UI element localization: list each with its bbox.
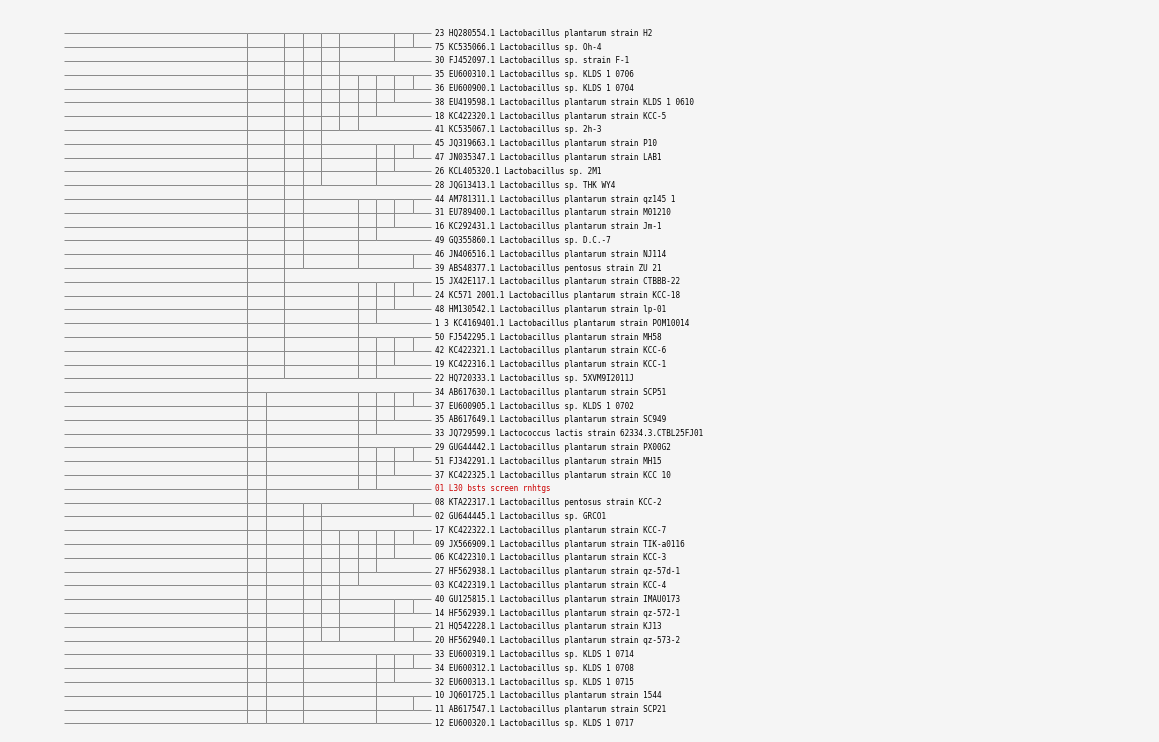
Text: 27 HF562938.1 Lactobacillus plantarum strain qz-57d-1: 27 HF562938.1 Lactobacillus plantarum st… — [435, 567, 679, 576]
Text: 08 KTA22317.1 Lactobacillus pentosus strain KCC-2: 08 KTA22317.1 Lactobacillus pentosus str… — [435, 498, 662, 507]
Text: 30 FJ452097.1 Lactobacillus sp. strain F-1: 30 FJ452097.1 Lactobacillus sp. strain F… — [435, 56, 629, 65]
Text: 32 EU600313.1 Lactobacillus sp. KLDS 1 0715: 32 EU600313.1 Lactobacillus sp. KLDS 1 0… — [435, 677, 634, 686]
Text: 48 HM130542.1 Lactobacillus plantarum strain lp-01: 48 HM130542.1 Lactobacillus plantarum st… — [435, 305, 666, 314]
Text: 36 EU600900.1 Lactobacillus sp. KLDS 1 0704: 36 EU600900.1 Lactobacillus sp. KLDS 1 0… — [435, 84, 634, 93]
Text: 51 FJ342291.1 Lactobacillus plantarum strain MH15: 51 FJ342291.1 Lactobacillus plantarum st… — [435, 457, 662, 466]
Text: 34 EU600312.1 Lactobacillus sp. KLDS 1 0708: 34 EU600312.1 Lactobacillus sp. KLDS 1 0… — [435, 664, 634, 673]
Text: 34 AB617630.1 Lactobacillus plantarum strain SCP51: 34 AB617630.1 Lactobacillus plantarum st… — [435, 388, 666, 397]
Text: 23 HQ280554.1 Lactobacillus plantarum strain H2: 23 HQ280554.1 Lactobacillus plantarum st… — [435, 29, 653, 38]
Text: 02 GU644445.1 Lactobacillus sp. GRCO1: 02 GU644445.1 Lactobacillus sp. GRCO1 — [435, 512, 606, 521]
Text: 45 JQ319663.1 Lactobacillus plantarum strain P10: 45 JQ319663.1 Lactobacillus plantarum st… — [435, 139, 657, 148]
Text: 46 JN406516.1 Lactobacillus plantarum strain NJ114: 46 JN406516.1 Lactobacillus plantarum st… — [435, 250, 666, 259]
Text: 22 HQ720333.1 Lactobacillus sp. 5XVM9I2011J: 22 HQ720333.1 Lactobacillus sp. 5XVM9I20… — [435, 374, 634, 383]
Text: 10 JQ601725.1 Lactobacillus plantarum strain 1544: 10 JQ601725.1 Lactobacillus plantarum st… — [435, 692, 662, 700]
Text: 14 HF562939.1 Lactobacillus plantarum strain qz-572-1: 14 HF562939.1 Lactobacillus plantarum st… — [435, 608, 679, 617]
Text: 40 GU125815.1 Lactobacillus plantarum strain IMAU0173: 40 GU125815.1 Lactobacillus plantarum st… — [435, 595, 679, 604]
Text: 42 KC422321.1 Lactobacillus plantarum strain KCC-6: 42 KC422321.1 Lactobacillus plantarum st… — [435, 347, 666, 355]
Text: 12 EU600320.1 Lactobacillus sp. KLDS 1 0717: 12 EU600320.1 Lactobacillus sp. KLDS 1 0… — [435, 719, 634, 728]
Text: 38 EU419598.1 Lactobacillus plantarum strain KLDS 1 0610: 38 EU419598.1 Lactobacillus plantarum st… — [435, 98, 693, 107]
Text: 39 ABS48377.1 Lactobacillus pentosus strain ZU 21: 39 ABS48377.1 Lactobacillus pentosus str… — [435, 263, 662, 272]
Text: 44 AM781311.1 Lactobacillus plantarum strain qz145 1: 44 AM781311.1 Lactobacillus plantarum st… — [435, 194, 676, 203]
Text: 19 KC422316.1 Lactobacillus plantarum strain KCC-1: 19 KC422316.1 Lactobacillus plantarum st… — [435, 360, 666, 369]
Text: 41 KC535067.1 Lactobacillus sp. 2h-3: 41 KC535067.1 Lactobacillus sp. 2h-3 — [435, 125, 602, 134]
Text: 18 KC422320.1 Lactobacillus plantarum strain KCC-5: 18 KC422320.1 Lactobacillus plantarum st… — [435, 112, 666, 121]
Text: 75 KC535066.1 Lactobacillus sp. Oh-4: 75 KC535066.1 Lactobacillus sp. Oh-4 — [435, 43, 602, 52]
Text: 37 KC422325.1 Lactobacillus plantarum strain KCC 10: 37 KC422325.1 Lactobacillus plantarum st… — [435, 470, 671, 479]
Text: 20 HF562940.1 Lactobacillus plantarum strain qz-573-2: 20 HF562940.1 Lactobacillus plantarum st… — [435, 636, 679, 645]
Text: 01 L30 bsts screen rnhtgs: 01 L30 bsts screen rnhtgs — [435, 485, 551, 493]
Text: 50 FJ542295.1 Lactobacillus plantarum strain MH58: 50 FJ542295.1 Lactobacillus plantarum st… — [435, 332, 662, 341]
Text: 35 AB617649.1 Lactobacillus plantarum strain SC949: 35 AB617649.1 Lactobacillus plantarum st… — [435, 416, 666, 424]
Text: 33 JQ729599.1 Lactococcus lactis strain 62334.3.CTBL25FJ01: 33 JQ729599.1 Lactococcus lactis strain … — [435, 429, 702, 438]
Text: 16 KC292431.1 Lactobacillus plantarum strain Jm-1: 16 KC292431.1 Lactobacillus plantarum st… — [435, 222, 662, 231]
Text: 06 KC422310.1 Lactobacillus plantarum strain KCC-3: 06 KC422310.1 Lactobacillus plantarum st… — [435, 554, 666, 562]
Text: 09 JX566909.1 Lactobacillus plantarum strain TIK-a0116: 09 JX566909.1 Lactobacillus plantarum st… — [435, 539, 684, 548]
Text: 17 KC422322.1 Lactobacillus plantarum strain KCC-7: 17 KC422322.1 Lactobacillus plantarum st… — [435, 526, 666, 535]
Text: 29 GUG44442.1 Lactobacillus plantarum strain PX00G2: 29 GUG44442.1 Lactobacillus plantarum st… — [435, 443, 671, 452]
Text: 47 JN035347.1 Lactobacillus plantarum strain LAB1: 47 JN035347.1 Lactobacillus plantarum st… — [435, 153, 662, 162]
Text: 1 3 KC4169401.1 Lactobacillus plantarum strain POM10014: 1 3 KC4169401.1 Lactobacillus plantarum … — [435, 319, 688, 328]
Text: 03 KC422319.1 Lactobacillus plantarum strain KCC-4: 03 KC422319.1 Lactobacillus plantarum st… — [435, 581, 666, 590]
Text: 21 HQ542228.1 Lactobacillus plantarum strain KJ13: 21 HQ542228.1 Lactobacillus plantarum st… — [435, 623, 662, 631]
Text: 24 KC571 2001.1 Lactobacillus plantarum strain KCC-18: 24 KC571 2001.1 Lactobacillus plantarum … — [435, 291, 679, 300]
Text: 15 JX42E117.1 Lactobacillus plantarum strain CTBBB-22: 15 JX42E117.1 Lactobacillus plantarum st… — [435, 278, 679, 286]
Text: 37 EU600905.1 Lactobacillus sp. KLDS 1 0702: 37 EU600905.1 Lactobacillus sp. KLDS 1 0… — [435, 401, 634, 410]
Text: 49 GQ355860.1 Lactobacillus sp. D.C.-7: 49 GQ355860.1 Lactobacillus sp. D.C.-7 — [435, 236, 611, 245]
Text: 31 EU789400.1 Lactobacillus plantarum strain M01210: 31 EU789400.1 Lactobacillus plantarum st… — [435, 209, 671, 217]
Text: 33 EU600319.1 Lactobacillus sp. KLDS 1 0714: 33 EU600319.1 Lactobacillus sp. KLDS 1 0… — [435, 650, 634, 659]
Text: 35 EU600310.1 Lactobacillus sp. KLDS 1 0706: 35 EU600310.1 Lactobacillus sp. KLDS 1 0… — [435, 70, 634, 79]
Text: 28 JQG13413.1 Lactobacillus sp. THK WY4: 28 JQG13413.1 Lactobacillus sp. THK WY4 — [435, 181, 615, 190]
Text: 26 KCL405320.1 Lactobacillus sp. 2M1: 26 KCL405320.1 Lactobacillus sp. 2M1 — [435, 167, 602, 176]
Text: 11 AB617547.1 Lactobacillus plantarum strain SCP21: 11 AB617547.1 Lactobacillus plantarum st… — [435, 705, 666, 714]
